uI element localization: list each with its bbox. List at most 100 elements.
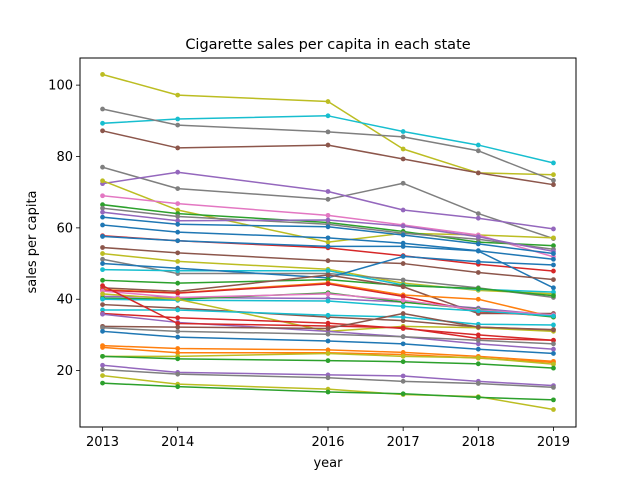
series-line [101,312,555,331]
data-point [325,258,331,264]
x-axis-label: year [313,456,343,471]
data-point [400,391,406,397]
data-point [175,356,181,362]
data-point [175,290,181,296]
data-point [400,311,406,316]
data-point [100,311,105,317]
data-point [100,325,105,331]
data-point [400,378,406,384]
data-point [100,72,105,77]
series-line [101,179,555,243]
series-12 [100,214,556,256]
data-point [551,407,556,412]
data-point [475,341,481,347]
data-point [325,331,331,337]
data-point [475,308,481,314]
data-point [325,129,331,135]
data-point [175,116,181,122]
data-point [175,218,181,224]
data-point [325,338,331,344]
data-point [100,302,105,307]
data-point [100,307,105,313]
series-line [101,374,555,411]
data-point [475,296,481,302]
series-16 [100,245,556,283]
data-point [100,277,105,283]
series-line [101,284,555,342]
data-point [475,148,481,154]
series-43 [100,367,556,390]
data-point [551,182,556,188]
data-point [551,277,556,283]
data-point [400,284,406,290]
data-point [475,142,481,148]
data-point [400,318,406,324]
data-point [551,243,556,249]
data-point [175,169,181,175]
data-point [475,381,481,386]
data-point [551,346,556,352]
data-point [551,384,556,390]
data-point [175,214,181,219]
data-point [475,215,481,221]
data-point [100,362,105,368]
series-line [101,207,555,251]
data-point [175,280,181,286]
data-point [100,202,105,208]
data-point [175,250,181,256]
series-line [101,166,555,240]
data-point [400,134,406,140]
data-point [325,239,331,245]
data-point [475,346,481,352]
data-point [175,207,181,213]
data-point [551,293,556,299]
series-line [101,327,555,345]
data-point [400,180,406,186]
data-point [475,332,481,338]
y-tick-label: 80 [56,150,73,165]
data-point [551,322,556,328]
y-tick-label: 20 [56,364,73,379]
series-36 [100,325,556,347]
data-point [175,201,181,207]
x-tick-label: 2016 [311,435,344,450]
data-point [100,256,105,262]
data-point [475,324,481,330]
data-point [325,142,331,148]
data-point [175,186,181,192]
data-point [100,209,105,215]
series-line [101,313,555,351]
data-point [100,283,105,289]
series-line [101,216,555,255]
data-point [325,291,331,297]
data-point [400,232,406,238]
series-6 [100,169,556,232]
data-point [100,234,105,239]
series-line [101,129,555,186]
data-point [325,244,331,249]
data-point [325,224,331,230]
data-point [175,384,181,390]
data-point [551,160,556,166]
data-point [551,172,556,178]
series-2 [100,113,556,166]
data-point [175,221,181,227]
x-tick-label: 2014 [161,435,194,450]
data-point [100,328,105,334]
series-42 [100,362,556,388]
series-line [101,171,555,230]
data-point [325,358,331,364]
data-point [400,341,406,347]
series-line [101,352,555,366]
series-line [101,344,555,363]
data-point [551,256,556,262]
data-point [325,272,331,278]
data-point [175,229,181,235]
data-point [175,122,181,128]
data-point [175,307,181,313]
data-point [551,397,556,403]
data-point [400,129,406,134]
data-point [400,373,406,379]
data-point [100,291,105,297]
